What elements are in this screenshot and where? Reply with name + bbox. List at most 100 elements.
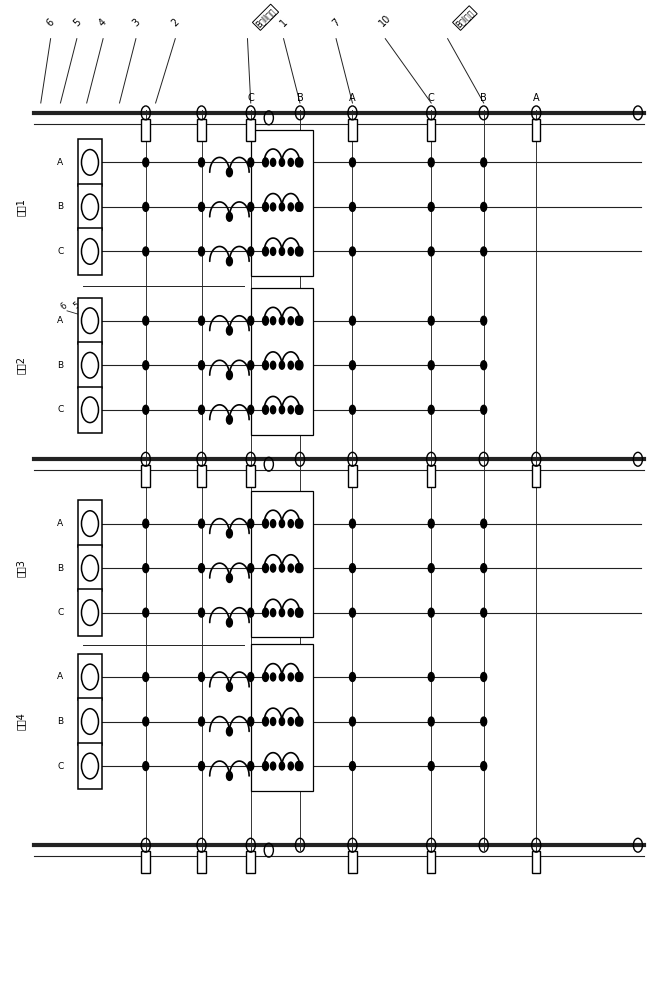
Circle shape [262,519,268,528]
Bar [142,119,150,141]
Circle shape [227,727,233,736]
Text: 出线3: 出线3 [16,559,26,577]
Text: C: C [57,405,63,414]
Circle shape [248,717,254,726]
Bar [78,184,101,230]
Text: 3: 3 [130,17,142,29]
Text: B: B [57,361,63,370]
Circle shape [270,520,275,528]
Text: 10: 10 [378,13,393,29]
Circle shape [198,202,204,211]
Circle shape [428,405,434,414]
Circle shape [288,520,293,528]
Text: 出线4: 出线4 [16,713,26,730]
Circle shape [288,609,293,617]
Circle shape [297,316,303,325]
Circle shape [297,361,303,370]
Text: A: A [533,93,540,103]
Circle shape [270,673,275,681]
Bar [197,851,206,873]
Circle shape [349,361,355,370]
Text: B: B [480,93,487,103]
Circle shape [248,316,254,325]
Circle shape [143,316,149,325]
Circle shape [428,519,434,528]
Circle shape [198,564,204,573]
Circle shape [481,762,486,770]
Circle shape [297,762,303,770]
Circle shape [270,247,275,255]
Circle shape [248,608,254,617]
Text: C: C [57,247,63,256]
Bar [427,465,436,487]
Text: 出线1: 出线1 [16,198,26,216]
Circle shape [248,361,254,370]
Circle shape [481,608,486,617]
Circle shape [428,316,434,325]
Circle shape [262,158,268,167]
Bar [78,500,101,547]
Bar [78,589,101,636]
Circle shape [198,762,204,770]
Circle shape [428,361,434,370]
Circle shape [143,519,149,528]
Circle shape [198,316,204,325]
Text: B: B [57,202,63,211]
Circle shape [143,247,149,256]
Circle shape [227,212,233,221]
Circle shape [349,405,355,414]
Circle shape [270,762,275,770]
Circle shape [428,762,434,770]
Circle shape [248,673,254,681]
Circle shape [248,405,254,414]
Circle shape [481,316,486,325]
Circle shape [428,717,434,726]
Circle shape [295,608,301,617]
Circle shape [349,202,355,211]
Circle shape [428,673,434,681]
Circle shape [227,326,233,335]
Text: A: A [57,672,63,681]
Text: C: C [247,93,254,103]
Circle shape [481,247,486,256]
Text: 6: 6 [59,301,69,311]
Circle shape [295,405,301,414]
Circle shape [288,406,293,414]
Circle shape [295,316,301,325]
Circle shape [270,361,275,369]
Circle shape [481,202,486,211]
Circle shape [295,717,301,726]
Circle shape [295,564,301,573]
Circle shape [288,564,293,572]
Circle shape [349,564,355,573]
Circle shape [248,762,254,770]
Circle shape [279,673,285,681]
Bar [348,465,357,487]
Circle shape [297,202,303,211]
Circle shape [295,247,301,256]
Text: C: C [57,608,63,617]
Circle shape [262,405,268,414]
Circle shape [248,158,254,167]
Circle shape [143,762,149,770]
Circle shape [288,317,293,325]
Circle shape [262,762,268,770]
Bar [197,465,206,487]
Circle shape [297,405,303,414]
Circle shape [279,762,285,770]
Circle shape [143,717,149,726]
Bar [246,465,255,487]
Bar [348,851,357,873]
Circle shape [227,574,233,582]
Bar [427,851,436,873]
Bar [142,851,150,873]
Bar [142,465,150,487]
Circle shape [279,609,285,617]
Circle shape [227,371,233,380]
Circle shape [227,771,233,780]
Bar [246,851,255,873]
Circle shape [295,673,301,681]
Circle shape [248,247,254,256]
Circle shape [143,405,149,414]
Circle shape [279,718,285,725]
